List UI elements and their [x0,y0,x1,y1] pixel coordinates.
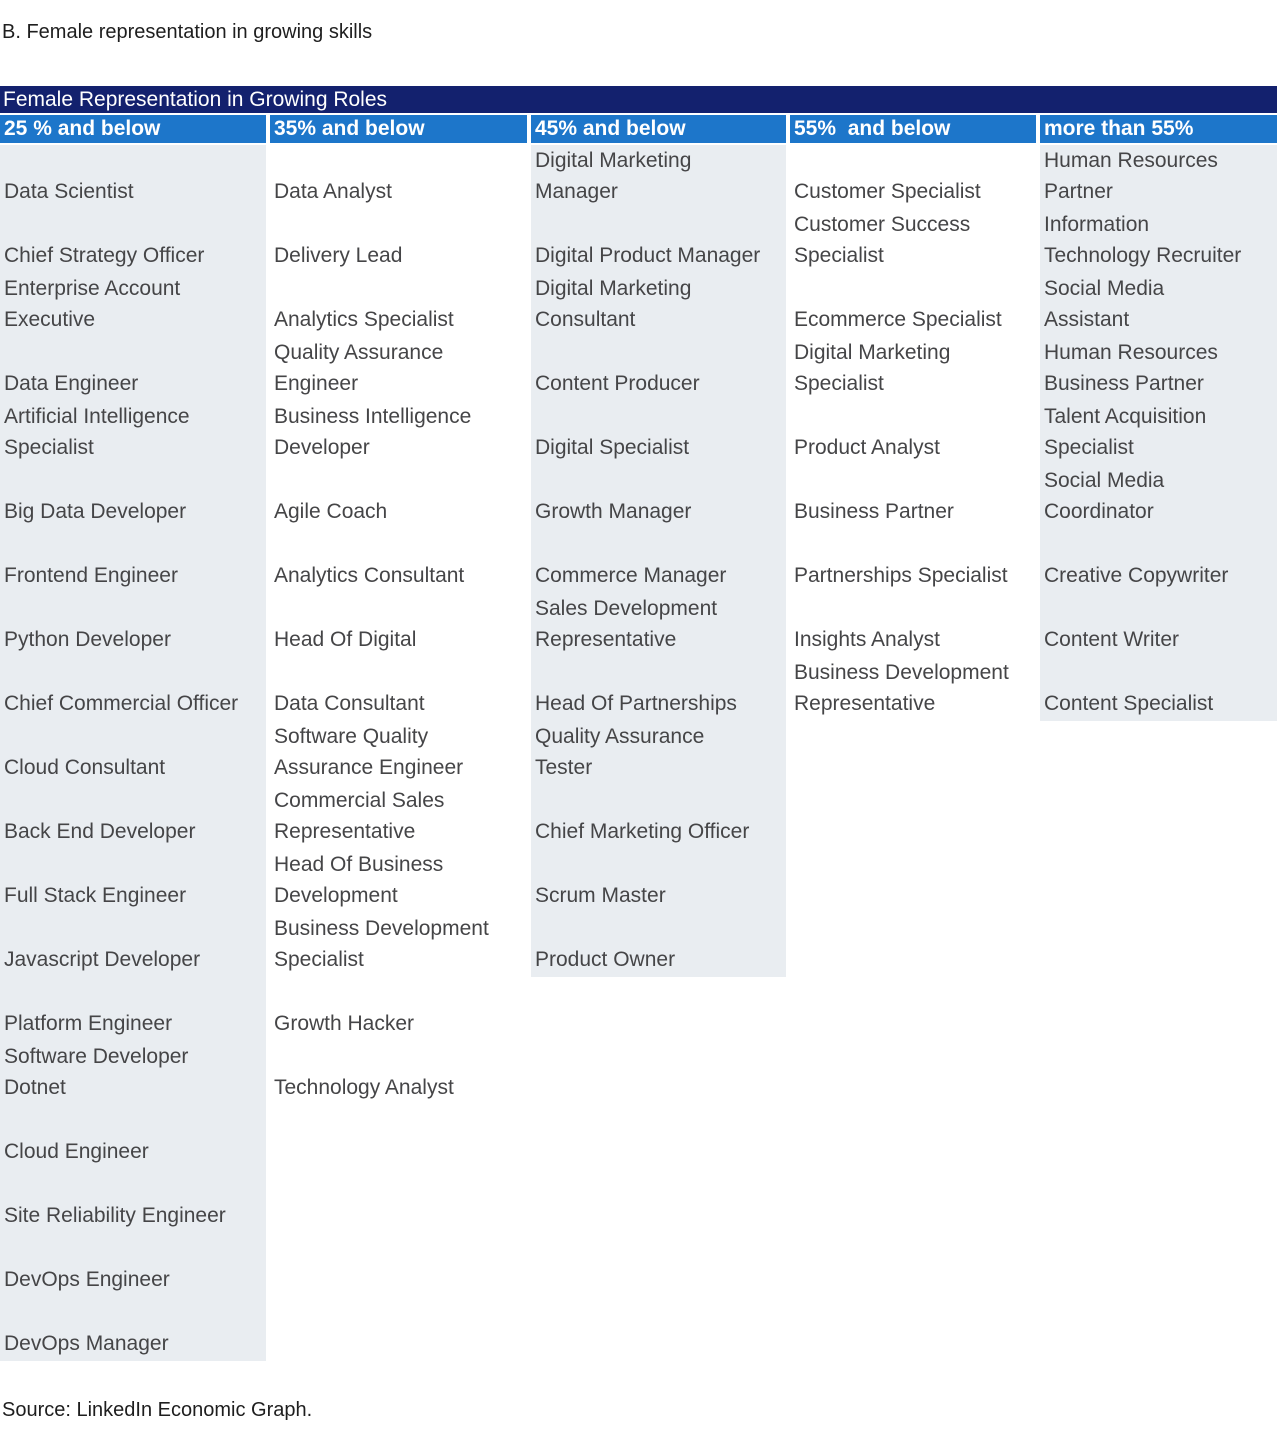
column-header: 45% and below [531,115,786,143]
page-title: B. Female representation in growing skil… [2,21,373,43]
role-cell: Talent Acquisition Specialist [1040,401,1277,465]
role-cell: Cloud Consultant [0,721,266,785]
table-header-row: 25 % and below 35% and below 45% and below… [0,115,1277,143]
role-cell: Analytics Specialist [274,308,454,331]
role-cell: Python Developer [0,593,266,657]
column-header: 55% and below [790,115,1036,143]
role-cell: Information Technology Recruiter [1040,209,1277,273]
role-cell: Business Partner [794,500,954,523]
role-cell: Insights Analyst [794,628,940,651]
roles-table: Female Representation in Growing Roles 2… [0,86,1277,1361]
role-cell: Data Engineer [0,337,266,401]
role-cell: Commercial Sales Representative [274,789,445,843]
role-cell: Big Data Developer [0,465,266,529]
role-cell: Javascript Developer [0,913,266,977]
role-cell: Growth Manager [531,465,786,529]
role-cell: Digital Specialist [531,401,786,465]
column-header: 35% and below [270,115,527,143]
role-cell: Social Media Assistant [1040,273,1277,337]
role-cell: Content Writer [1040,593,1277,657]
role-cell: Business Development Representative [794,661,1009,715]
role-cell: Creative Copywriter [1040,529,1277,593]
role-cell: Chief Marketing Officer [531,785,786,849]
role-cell: Cloud Engineer [0,1105,266,1169]
role-cell: Quality Assurance Engineer [274,341,444,395]
role-cell: Partnerships Specialist [794,564,1008,587]
role-cell: Analytics Consultant [274,564,465,587]
column-header: more than 55% [1040,115,1277,143]
role-cell: DevOps Engineer [0,1233,266,1297]
role-cell: Digital Marketing Specialist [794,341,951,395]
role-cell: Scrum Master [531,849,786,913]
role-cell: Digital Marketing Manager [531,145,786,209]
role-cell: Site Reliability Engineer [0,1169,266,1233]
role-cell: Product Analyst [794,436,940,459]
role-cell: Full Stack Engineer [0,849,266,913]
role-cell: Head Of Business Development [274,853,444,907]
role-cell: Digital Marketing Consultant [531,273,786,337]
role-cell: Chief Commercial Officer [0,657,266,721]
role-cell: DevOps Manager [0,1297,266,1361]
role-cell: Business Intelligence Developer [274,405,472,459]
role-cell: Customer Specialist [794,180,981,203]
role-cell: Data Analyst [274,180,392,203]
role-cell: Human Resources Business Partner [1040,337,1277,401]
role-cell: Ecommerce Specialist [794,308,1002,331]
table-body: Data Scientist Chief Strategy Officer Ente… [0,145,1277,1361]
role-cell: Sales Development Representative [531,593,786,657]
role-cell: Delivery Lead [274,244,403,267]
role-cell: Platform Engineer [0,977,266,1041]
role-cell: Customer Success Specialist [794,213,971,267]
role-cell: Head Of Partnerships [531,657,786,721]
column-header: 25 % and below [0,115,266,143]
role-cell: Artificial Intelligence Specialist [0,401,266,465]
role-cell: Chief Strategy Officer [0,209,266,273]
role-cell: Data Consultant [274,692,425,715]
role-cell: Business Development Specialist [274,917,489,971]
role-cell: Social Media Coordinator [1040,465,1277,529]
role-cell: Software Quality Assurance Engineer [274,725,464,779]
role-cell: Agile Coach [274,500,388,523]
source-note: Source: LinkedIn Economic Graph. [2,1399,313,1421]
role-cell: Head Of Digital [274,628,417,651]
role-cell: Enterprise Account Executive [0,273,266,337]
role-cell: Content Producer [531,337,786,401]
role-cell: Quality Assurance Tester [531,721,786,785]
role-cell: Technology Analyst [274,1076,454,1099]
role-cell: Data Scientist [0,145,266,209]
role-cell: Human Resources Partner [1040,145,1277,209]
role-cell: Commerce Manager [531,529,786,593]
role-cell: Software Developer Dotnet [0,1041,266,1105]
role-cell: Frontend Engineer [0,529,266,593]
role-cell: Growth Hacker [274,1012,415,1035]
role-cell: Content Specialist [1040,657,1277,721]
table-title-bar: Female Representation in Growing Roles [0,86,1277,113]
role-cell: Digital Product Manager [531,209,786,273]
role-cell: Back End Developer [0,785,266,849]
role-cell: Product Owner [531,913,786,977]
